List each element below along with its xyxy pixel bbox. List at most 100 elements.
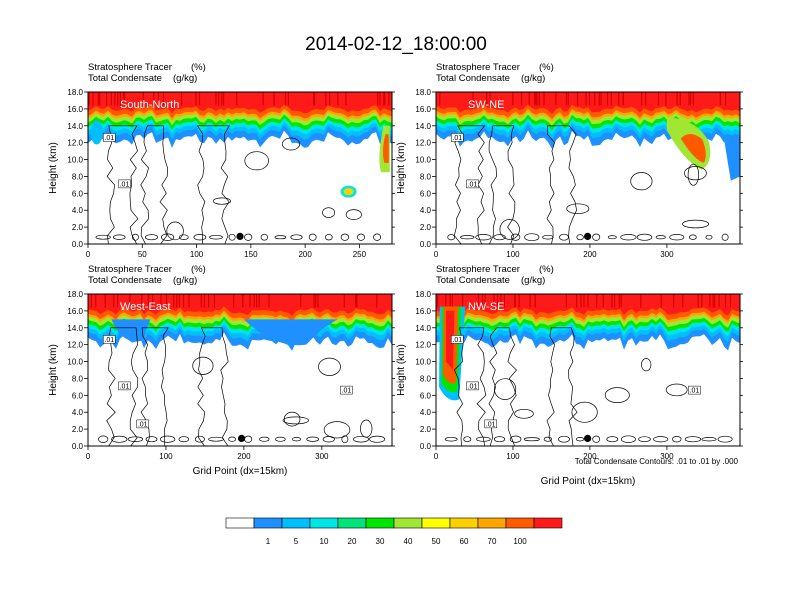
contour-line [228, 233, 236, 241]
colorbar-segment [421, 517, 451, 529]
tracer-streak [528, 92, 530, 106]
tracer-streak [287, 92, 289, 106]
panel-frame [87, 293, 393, 447]
tracer-streak [580, 294, 582, 308]
y-tick-label: 6.0 [420, 189, 432, 198]
y-tick-label: 10.0 [67, 358, 83, 367]
y-tick-label: 18.0 [67, 88, 83, 97]
tracer-streak [249, 294, 251, 308]
tracer-streak [682, 294, 684, 308]
location-marker [237, 434, 246, 442]
condensate-contours [98, 327, 386, 446]
tracer-streak [208, 294, 210, 308]
contour-label-box [451, 335, 464, 344]
contour-label-box [688, 385, 701, 395]
tracer-streak [142, 92, 144, 106]
tracer-streak [645, 92, 647, 106]
y-tick-label: 4.0 [420, 206, 432, 215]
tracer-streak [160, 294, 162, 308]
panel-subtitle-tracer: Stratosphere Tracer [88, 264, 172, 275]
intrusion-peak [446, 310, 455, 370]
x-tick-label: 100 [506, 452, 520, 461]
tracer-streak [496, 294, 499, 308]
tracer-streak [223, 92, 225, 106]
tracer-streak [555, 92, 557, 106]
tracer-streak [477, 294, 480, 308]
tracer-streak [119, 92, 121, 106]
contour-line [488, 327, 517, 446]
panel-south-north: .01 .01 0.0 2.0 4.0 6.0 8.0 10.0 12.0 14.0 16.0 18.… [48, 62, 395, 259]
tracer-blob [111, 319, 151, 342]
contour-label: .01 [452, 337, 462, 344]
tracer-streak [203, 294, 206, 308]
tracer-blob-core [343, 188, 354, 196]
contour-line [274, 235, 287, 240]
panels-group: .01 .01 0.0 2.0 4.0 6.0 8.0 10.0 12.0 14.0 16.0 18.… [48, 62, 743, 487]
tracer-streak [512, 92, 514, 106]
contour-line [98, 435, 109, 443]
tracer-top-band [88, 294, 392, 301]
contour-label: .01 [120, 181, 130, 188]
tracer-streak [500, 294, 502, 308]
tracer-streak [242, 294, 244, 308]
contour-line [281, 137, 301, 151]
contour-line [106, 327, 139, 446]
contour-line [131, 233, 139, 241]
fold-core [383, 134, 389, 163]
contour-label-box [118, 179, 131, 189]
tracer-streak [712, 294, 714, 308]
tracer-streak [273, 92, 275, 106]
contour-line [282, 416, 309, 425]
y-tick-label: 0.0 [420, 240, 432, 249]
tracer-streak [567, 92, 569, 106]
tracer-streak [317, 294, 319, 308]
contour-line [140, 125, 168, 244]
contour-line [620, 435, 636, 443]
condensate-contours [444, 327, 733, 446]
tracer-streak [451, 294, 453, 308]
tracer-streak [486, 92, 488, 106]
tracer-streak [709, 294, 711, 308]
contour-line [95, 234, 111, 240]
tracer-streak [213, 294, 216, 308]
tracer-streak [162, 92, 164, 106]
tracer-streak [462, 294, 464, 308]
contour-line [571, 401, 598, 423]
x-tick-label: 0 [434, 250, 439, 259]
contour-line [323, 421, 351, 439]
contour-line [669, 234, 685, 241]
tracer-streak [690, 92, 692, 106]
contour-line [509, 435, 522, 443]
contour-line [638, 436, 651, 443]
y-tick-label: 0.0 [72, 240, 84, 249]
contour-line [653, 436, 669, 443]
tracer-top-band [88, 92, 392, 99]
contour-line [275, 436, 286, 442]
contour-line [510, 233, 521, 241]
contour-label: .01 [342, 388, 352, 395]
contour-line [655, 235, 666, 240]
tracer-streak [355, 294, 357, 308]
tracer-streak [218, 92, 220, 106]
contour-label: .01 [138, 421, 148, 428]
tracer-streak [688, 92, 690, 106]
tracer-streak [200, 294, 202, 308]
y-tick-label: 2.0 [72, 425, 84, 434]
contour-line [499, 219, 520, 240]
y-tick-label: 6.0 [72, 391, 84, 400]
contour-line [620, 234, 637, 241]
contour-line [546, 327, 578, 446]
tracer-streak [622, 92, 624, 106]
tracer-streak [657, 92, 660, 106]
tracer-streak [92, 92, 94, 106]
y-tick-label: 16.0 [67, 307, 83, 316]
y-tick-label: 10.0 [67, 156, 83, 165]
contour-line [592, 233, 601, 241]
tracer-streak [587, 294, 589, 308]
contour-line [721, 233, 729, 241]
colorbar-label: 70 [488, 537, 497, 546]
contour-line [493, 436, 506, 443]
contour-line [493, 234, 506, 241]
y-tick-label: 10.0 [415, 156, 431, 165]
x-tick-label: 100 [506, 250, 520, 259]
